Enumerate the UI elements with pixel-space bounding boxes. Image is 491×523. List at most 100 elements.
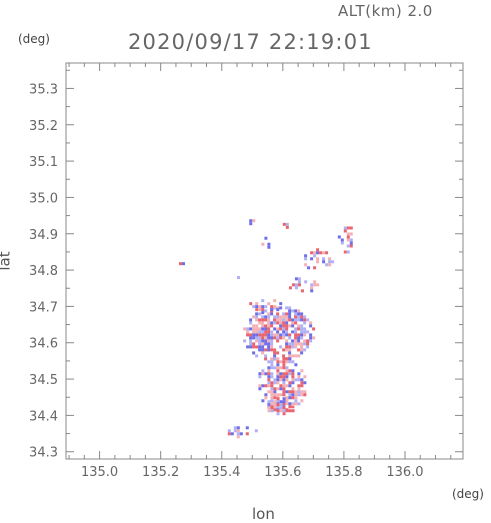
echo-cell [279, 327, 283, 331]
echo-cell [267, 372, 271, 376]
echo-cell [303, 333, 307, 337]
echo-cell [255, 336, 259, 340]
echo-cell [349, 244, 353, 248]
echo-cell [267, 375, 271, 379]
echo-cell [310, 283, 314, 287]
echo-cell [267, 348, 271, 352]
echo-cell [249, 327, 253, 331]
echo-cell [255, 308, 259, 312]
echo-cell [273, 390, 277, 394]
echo-cell [279, 384, 283, 388]
echo-cell [309, 321, 313, 325]
echo-cell [297, 315, 301, 319]
echo-cell [303, 375, 307, 379]
echo-cell [285, 375, 289, 379]
echo-region [267, 397, 295, 416]
echo-cell [267, 381, 271, 385]
echo-cell [291, 283, 295, 287]
echo-cell [297, 387, 301, 391]
echo-cell [325, 263, 329, 267]
echo-cell [282, 360, 286, 364]
echo-cell [276, 363, 280, 367]
echo-cell [309, 339, 313, 343]
echo-cell [282, 384, 286, 388]
altitude-label: ALT(km) 2.0 [338, 2, 433, 20]
echo-cell [270, 330, 274, 334]
echo-cell [282, 354, 286, 358]
echo-cell [282, 324, 286, 328]
echo-cell [285, 342, 289, 346]
echo-cell [264, 393, 268, 397]
echo-cell [288, 324, 292, 328]
echo-cell [303, 327, 307, 331]
echo-cell [267, 402, 271, 406]
echo-cell [258, 345, 262, 349]
echo-cell [300, 336, 304, 340]
echo-cell [303, 393, 307, 397]
echo-region [227, 426, 258, 439]
echo-cell [233, 426, 237, 430]
echo-cell [282, 409, 286, 413]
echo-cell [249, 219, 253, 223]
echo-cell [270, 393, 274, 397]
echo-cell [178, 262, 182, 266]
echo-cell [264, 372, 268, 376]
echo-cell [270, 308, 274, 312]
echo-region [258, 357, 307, 412]
echo-cell [285, 409, 289, 413]
echo-cell [316, 260, 320, 264]
echo-cell [294, 321, 298, 325]
echo-cell [264, 396, 268, 400]
echo-cell [273, 333, 277, 337]
echo-cell [267, 366, 271, 370]
echo-cell [276, 369, 280, 373]
echo-cell [291, 342, 295, 346]
echo-cell [303, 348, 307, 352]
echo-cell [285, 396, 289, 400]
x-tick-label: 135.6 [264, 465, 301, 480]
echo-cell [261, 311, 265, 315]
echo-layer [178, 219, 353, 439]
echo-cell [267, 339, 271, 343]
echo-cell [267, 318, 271, 322]
echo-cell [312, 327, 316, 331]
echo-cell [276, 409, 280, 413]
echo-region [288, 277, 304, 293]
echo-cell [310, 286, 314, 290]
echo-cell [331, 260, 335, 264]
echo-cell [245, 426, 249, 430]
echo-cell [328, 263, 332, 267]
echo-cell [255, 333, 259, 337]
echo-cell [285, 357, 289, 361]
echo-cell [279, 360, 283, 364]
echo-cell [276, 393, 280, 397]
echo-cell [297, 402, 301, 406]
echo-cell [252, 327, 256, 331]
echo-cell [276, 381, 280, 385]
echo-cell [270, 406, 274, 410]
echo-cell [276, 308, 280, 312]
echo-cell [270, 375, 274, 379]
echo-cell [279, 406, 283, 410]
echo-cell [267, 400, 271, 404]
echo-cell [288, 309, 292, 313]
echo-cell [270, 402, 274, 406]
echo-cell [276, 378, 280, 382]
echo-cell [279, 378, 283, 382]
echo-cell [291, 403, 295, 407]
echo-cell [294, 286, 298, 290]
echo-cell [297, 354, 301, 358]
axis-layer: 135.0 135.2 135.4 135.6 135.8 136.0 34.3 34.4 34… [29, 63, 463, 480]
echo-cell [288, 318, 292, 322]
echo-cell [294, 339, 298, 343]
echo-cell [294, 315, 298, 319]
echo-cell [303, 342, 307, 346]
echo-cell [291, 390, 295, 394]
echo-cell [288, 333, 292, 337]
y-tick-label: 34.6 [29, 337, 58, 352]
echo-cell [261, 318, 265, 322]
echo-cell [288, 342, 292, 346]
echo-cell [297, 283, 301, 287]
echo-cell [273, 348, 277, 352]
echo-cell [340, 238, 344, 242]
